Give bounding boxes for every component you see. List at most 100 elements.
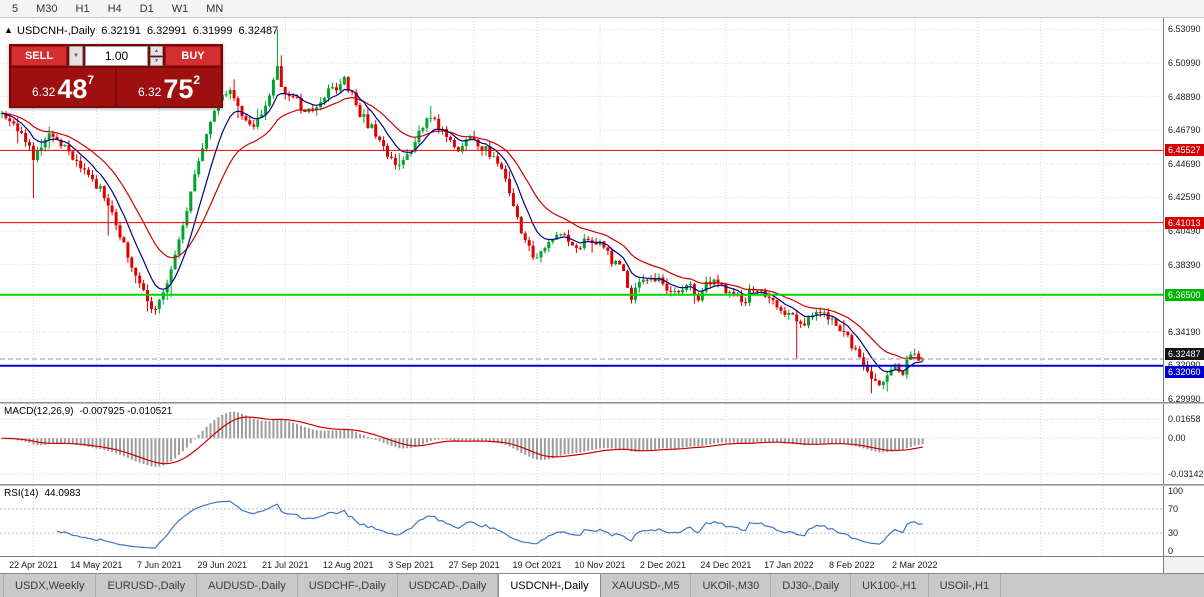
date-label: 7 Jun 2021 [137, 560, 182, 570]
price-badge: 6.45527 [1165, 144, 1204, 157]
date-label: 3 Sep 2021 [388, 560, 435, 570]
buy-price-sup: 2 [193, 73, 201, 87]
price-tick: 6.38390 [1168, 259, 1201, 270]
symbol-timeframe-label: USDCNH-,Daily [17, 25, 96, 37]
panel-divider[interactable] [0, 484, 1204, 486]
volume-up-icon[interactable]: ▲ [150, 46, 163, 56]
macd-tick: 0.01658 [1168, 414, 1201, 425]
axis-corner [1163, 557, 1204, 573]
volume-input[interactable]: 1.00 [85, 46, 148, 66]
price-tick: 6.42590 [1168, 192, 1201, 203]
price-tick: 6.32090 [1168, 360, 1201, 370]
macd-canvas [0, 404, 1163, 484]
sell-button[interactable]: SELL [11, 46, 67, 66]
chart-tab-ukoil-m30[interactable]: UKOil-,M30 [691, 574, 772, 597]
chart-tab-eurusd-daily[interactable]: EURUSD-,Daily [96, 574, 198, 597]
date-label: 17 Jan 2022 [764, 560, 814, 570]
volume-stepper[interactable]: ▲ ▼ [150, 46, 163, 66]
timeframe-button-w1[interactable]: W1 [163, 1, 198, 17]
date-label: 24 Dec 2021 [700, 560, 752, 570]
sell-price-sup: 7 [87, 73, 95, 87]
date-label: 8 Feb 2022 [829, 560, 875, 570]
chart-tab-dj30-daily[interactable]: DJ30-,Daily [771, 574, 852, 597]
macd-name: MACD(12,26,9) [4, 406, 74, 417]
timeframe-button-d1[interactable]: D1 [131, 1, 163, 17]
price-tick: 6.44690 [1168, 158, 1201, 169]
buy-price-prefix: 6.32 [137, 85, 162, 99]
rsi-tick: 30 [1168, 528, 1179, 539]
volume-down-icon[interactable]: ▼ [150, 56, 163, 66]
price-chart[interactable]: ▲ USDCNH-,Daily 6.32191 6.32991 6.31999 … [0, 18, 1163, 402]
low-value: 6.31999 [192, 25, 233, 37]
chart-tab-usoil-h1[interactable]: USOil-,H1 [929, 574, 1002, 597]
chart-tab-uk100-h1[interactable]: UK100-,H1 [851, 574, 929, 597]
volume-dropdown-icon[interactable]: ▼ [69, 46, 83, 66]
date-label: 10 Nov 2021 [574, 560, 626, 570]
chart-tab-usdcnh-daily[interactable]: USDCNH-,Daily [498, 574, 601, 597]
timeframe-button-m30[interactable]: M30 [27, 1, 66, 17]
chart-ohlc-title: USDCNH-,Daily 6.32191 6.32991 6.31999 6.… [17, 25, 278, 37]
rsi-canvas [0, 486, 1163, 556]
candlestick-chart-canvas [0, 18, 1163, 402]
rsi-tick: 70 [1168, 503, 1179, 514]
date-label: 14 May 2021 [70, 560, 123, 570]
chart-arrow-icon[interactable]: ▲ [4, 25, 13, 35]
timeframe-button-h1[interactable]: H1 [67, 1, 99, 17]
macd-row: MACD(12,26,9) -0.007925 -0.010521 0.0165… [0, 404, 1204, 484]
main-chart-row: ▲ USDCNH-,Daily 6.32191 6.32991 6.31999 … [0, 18, 1204, 402]
price-tick: 6.48890 [1168, 91, 1201, 102]
price-badge: 6.32487 [1165, 348, 1204, 360]
macd-tick: -0.03142 [1168, 469, 1204, 480]
trade-controls-row: SELL ▼ 1.00 ▲ ▼ BUY [11, 46, 221, 66]
price-axis[interactable]: 6.53090 6.50990 6.48890 6.46790 6.44690 6.425… [1163, 18, 1204, 402]
macd-panel[interactable]: MACD(12,26,9) -0.007925 -0.010521 [0, 404, 1163, 484]
timeframe-button-h4[interactable]: H4 [99, 1, 131, 17]
chart-tab-usdx-weekly[interactable]: USDX,Weekly [3, 574, 97, 597]
chart-tab-audusd-daily[interactable]: AUDUSD-,Daily [197, 574, 298, 597]
rsi-panel[interactable]: RSI(14) 44.0983 [0, 486, 1163, 556]
timeframe-button-mn[interactable]: MN [197, 1, 232, 17]
rsi-tick: 0 [1168, 546, 1174, 556]
date-label: 29 Jun 2021 [197, 560, 248, 570]
macd-label: MACD(12,26,9) -0.007925 -0.010521 [4, 406, 172, 417]
macd-values: -0.007925 -0.010521 [79, 406, 173, 417]
trade-prices-row: 6.32 48 7 6.32 75 2 [11, 68, 221, 106]
price-tick: 6.40490 [1168, 225, 1201, 236]
macd-axis[interactable]: 0.01658 0.00 -0.03142 [1163, 404, 1204, 484]
rsi-axis[interactable]: 100 70 30 0 [1163, 486, 1204, 556]
date-label: 27 Sep 2021 [448, 560, 500, 570]
sell-price-big: 48 [57, 74, 88, 104]
timeframe-toolbar: 5 M30 H1 H4 D1 W1 MN [0, 0, 1204, 18]
timeframe-button-5[interactable]: 5 [3, 1, 27, 17]
date-label: 2 Mar 2022 [891, 560, 938, 570]
rsi-name: RSI(14) [4, 488, 39, 499]
chart-tab-usdcad-daily[interactable]: USDCAD-,Daily [398, 574, 499, 597]
buy-button[interactable]: BUY [165, 46, 221, 66]
panel-divider[interactable] [0, 402, 1204, 404]
date-axis-row: 22 Apr 2021 14 May 2021 7 Jun 2021 29 Jun 2… [0, 556, 1204, 573]
one-click-trading-panel: SELL ▼ 1.00 ▲ ▼ BUY 6.32 48 7 [9, 44, 223, 108]
price-tick: 6.46790 [1168, 125, 1201, 136]
rsi-tick: 100 [1168, 486, 1184, 496]
buy-price-display[interactable]: 6.32 75 2 [117, 68, 221, 106]
date-label: 12 Aug 2021 [322, 560, 374, 570]
date-label: 22 Apr 2021 [9, 560, 58, 570]
rsi-value: 44.0983 [44, 488, 81, 499]
sell-price-display[interactable]: 6.32 48 7 [11, 68, 115, 106]
high-value: 6.32991 [147, 25, 187, 37]
date-axis[interactable]: 22 Apr 2021 14 May 2021 7 Jun 2021 29 Jun 2… [0, 557, 1163, 573]
price-badge: 6.32060 [1165, 365, 1204, 378]
price-badge: 6.41013 [1165, 216, 1204, 229]
price-badge: 6.36500 [1165, 288, 1204, 301]
date-label: 19 Oct 2021 [512, 560, 562, 570]
chart-tab-xauusd-m5[interactable]: XAUUSD-,M5 [601, 574, 692, 597]
date-label: 21 Jul 2021 [261, 560, 309, 570]
price-tick: 6.53090 [1168, 24, 1201, 35]
rsi-label: RSI(14) 44.0983 [4, 488, 81, 499]
rsi-row: RSI(14) 44.0983 100 70 30 0 [0, 486, 1204, 556]
price-tick: 6.34190 [1168, 326, 1201, 337]
chart-tab-usdchf-daily[interactable]: USDCHF-,Daily [298, 574, 398, 597]
close-value: 6.32487 [238, 25, 279, 37]
macd-tick: 0.00 [1168, 433, 1186, 444]
